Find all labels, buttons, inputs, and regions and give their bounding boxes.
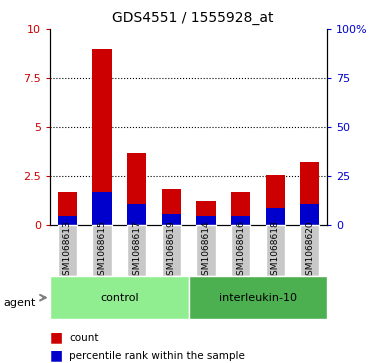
- FancyBboxPatch shape: [196, 225, 216, 276]
- Bar: [58, 216, 77, 225]
- Bar: [127, 152, 146, 225]
- Bar: [266, 175, 285, 225]
- Text: count: count: [69, 333, 99, 343]
- Text: GSM1068619: GSM1068619: [167, 220, 176, 281]
- FancyBboxPatch shape: [231, 225, 250, 276]
- Bar: [300, 204, 320, 225]
- Text: percentile rank within the sample: percentile rank within the sample: [69, 351, 245, 361]
- Text: agent: agent: [4, 298, 36, 308]
- Text: GSM1068614: GSM1068614: [201, 220, 211, 281]
- Bar: [127, 204, 146, 225]
- Text: GSM1068620: GSM1068620: [305, 220, 315, 281]
- Text: control: control: [100, 293, 139, 303]
- Bar: [196, 216, 216, 225]
- Text: ■: ■: [50, 349, 63, 363]
- Bar: [196, 200, 216, 225]
- Text: ■: ■: [50, 331, 63, 344]
- Text: GSM1068616: GSM1068616: [236, 220, 245, 281]
- FancyBboxPatch shape: [127, 225, 146, 276]
- Bar: [231, 192, 250, 225]
- Bar: [162, 214, 181, 225]
- Bar: [58, 192, 77, 225]
- FancyBboxPatch shape: [50, 276, 189, 319]
- FancyBboxPatch shape: [189, 276, 327, 319]
- Bar: [266, 208, 285, 225]
- Text: GSM1068615: GSM1068615: [97, 220, 107, 281]
- Bar: [300, 162, 320, 225]
- Bar: [92, 49, 112, 225]
- Text: interleukin-10: interleukin-10: [219, 293, 297, 303]
- Bar: [231, 216, 250, 225]
- FancyBboxPatch shape: [266, 225, 285, 276]
- FancyBboxPatch shape: [92, 225, 112, 276]
- Bar: [162, 189, 181, 225]
- FancyBboxPatch shape: [300, 225, 320, 276]
- Text: GSM1068617: GSM1068617: [132, 220, 141, 281]
- Bar: [92, 192, 112, 225]
- Text: GSM1068618: GSM1068618: [271, 220, 280, 281]
- FancyBboxPatch shape: [162, 225, 181, 276]
- Text: GDS4551 / 1555928_at: GDS4551 / 1555928_at: [112, 11, 273, 25]
- FancyBboxPatch shape: [58, 225, 77, 276]
- Text: GSM1068613: GSM1068613: [63, 220, 72, 281]
